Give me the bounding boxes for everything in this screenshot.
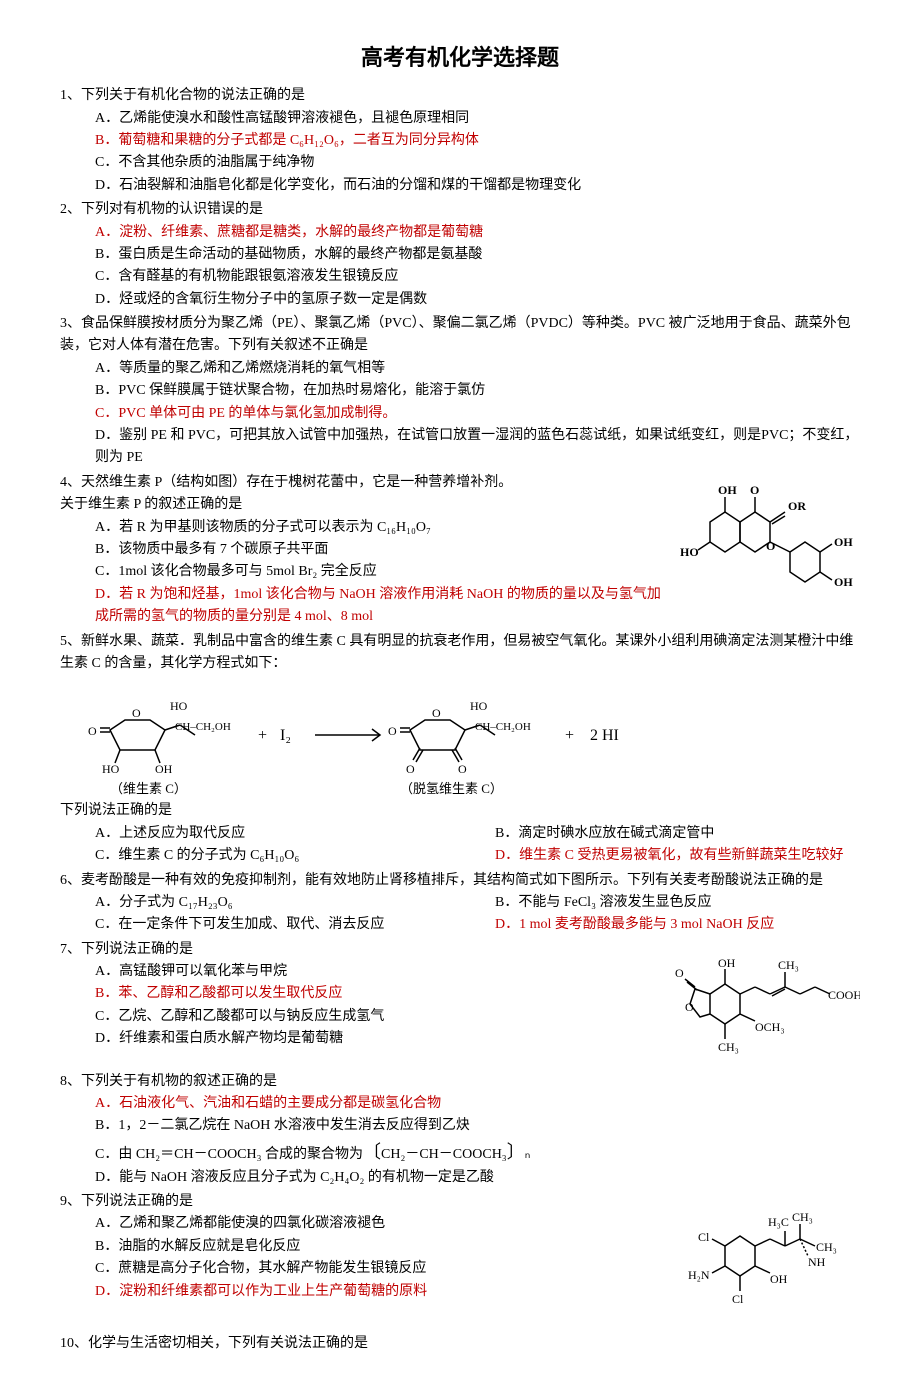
- svg-text:NH: NH: [808, 1255, 826, 1269]
- svg-text:H₃C: H₃C: [768, 1215, 789, 1229]
- svg-text:HO: HO: [680, 545, 699, 559]
- vitc-label: （维生素 C）: [110, 781, 187, 795]
- svg-text:HO: HO: [470, 699, 488, 713]
- q8-option-b: B．1，2－二氯乙烷在 NaOH 水溶液中发生消去反应得到乙炔: [60, 1115, 860, 1137]
- q8-option-d: D．能与 NaOH 溶液反应且分子式为 C₂H₄O₂ 的有机物一定是乙酸: [60, 1167, 860, 1189]
- svg-text:2 HI: 2 HI: [590, 727, 619, 744]
- svg-text:OH: OH: [718, 483, 737, 497]
- question-4: OH O OR HO O OH OH 4、天然维生素 P（结构如图）存在于槐树花…: [60, 472, 860, 629]
- compound-structure: Cl H₂N Cl OH H₃C CH₃ CH₃ NH: [680, 1191, 860, 1331]
- q5-sub: 下列说法正确的是: [60, 800, 860, 822]
- q5-stem: 5、新鲜水果、蔬菜．乳制品中富含的维生素 C 具有明显的抗衰老作用，但易被空气氧…: [60, 631, 860, 676]
- q3-stem: 3、食品保鲜膜按材质分为聚乙烯（PE）、聚氯乙烯（PVC）、聚偏二氯乙烯（PVD…: [60, 313, 860, 358]
- svg-text:CH₃: CH₃: [792, 1210, 813, 1224]
- svg-text:+: +: [565, 727, 574, 744]
- q2-option-a: A．淀粉、纤维素、蔗糖都是糖类，水解的最终产物都是葡萄糖: [60, 222, 860, 244]
- svg-text:CH₃: CH₃: [718, 1040, 739, 1054]
- svg-text:OH: OH: [834, 575, 853, 589]
- q5-option-d: D．维生素 C 受热更易被氧化，故有些新鲜蔬菜生吃较好: [460, 845, 860, 867]
- q10-stem: 10、化学与生活密切相关，下列有关说法正确的是: [60, 1333, 860, 1355]
- q1-option-a: A．乙烯能使溴水和酸性高锰酸钾溶液褪色，且褪色原理相同: [60, 108, 860, 130]
- svg-text:CH₃: CH₃: [778, 958, 799, 972]
- page-title: 高考有机化学选择题: [60, 40, 860, 75]
- svg-text:OH: OH: [718, 956, 736, 970]
- q8-option-c: C．由 CH₂＝CH－COOCH₃ 合成的聚合物为〔CH₂－CH－COOCH₃〕…: [60, 1138, 860, 1167]
- q2-option-d: D．烃或烃的含氧衍生物分子中的氢原子数一定是偶数: [60, 289, 860, 311]
- q1-stem: 1、下列关于有机化合物的说法正确的是: [60, 85, 860, 107]
- svg-text:O: O: [406, 762, 415, 776]
- q8-stem: 8、下列关于有机物的叙述正确的是: [60, 1071, 860, 1093]
- q5-option-c: C．维生素 C 的分子式为 C₆H₁₀O₆: [60, 845, 460, 867]
- svg-text:O: O: [675, 966, 684, 980]
- svg-text:O: O: [88, 724, 97, 738]
- svg-text:O: O: [685, 1000, 694, 1014]
- q3-option-b: B．PVC 保鲜膜属于链状聚合物，在加热时易熔化，能溶于氯仿: [60, 380, 860, 402]
- svg-text:CH–CH₂OH: CH–CH₂OH: [475, 721, 531, 733]
- svg-text:Cl: Cl: [698, 1230, 710, 1244]
- q1-option-c: C．不含其他杂质的油脂属于纯净物: [60, 152, 860, 174]
- q6-option-d: D．1 mol 麦考酚酸最多能与 3 mol NaOH 反应: [460, 914, 860, 936]
- q3-option-c: C．PVC 单体可由 PE 的单体与氯化氢加成制得。: [60, 403, 860, 425]
- question-10: 10、化学与生活密切相关，下列有关说法正确的是: [60, 1333, 860, 1355]
- q5-option-b: B．滴定时碘水应放在碱式滴定管中: [460, 823, 860, 845]
- svg-text:+: +: [258, 727, 267, 744]
- question-3: 3、食品保鲜膜按材质分为聚乙烯（PE）、聚氯乙烯（PVC）、聚偏二氯乙烯（PVD…: [60, 313, 860, 470]
- mycophenolic-acid-structure: O O OH CH₃ COOH OCH₃ CH₃: [670, 939, 860, 1069]
- question-1: 1、下列关于有机化合物的说法正确的是 A．乙烯能使溴水和酸性高锰酸钾溶液褪色，且…: [60, 85, 860, 197]
- q2-option-b: B．蛋白质是生命活动的基础物质，水解的最终产物都是氨基酸: [60, 244, 860, 266]
- vitamin-p-structure: OH O OR HO O OH OH: [680, 472, 860, 592]
- svg-text:OCH₃: OCH₃: [755, 1020, 785, 1034]
- q6-option-a: A．分子式为 C₁₇H₂₃O₆: [60, 892, 460, 914]
- q2-stem: 2、下列对有机物的认识错误的是: [60, 199, 860, 221]
- svg-text:OR: OR: [788, 499, 806, 513]
- q8-option-a: A．石油液化气、汽油和石蜡的主要成分都是碳氢化合物: [60, 1093, 860, 1115]
- svg-text:OH: OH: [155, 762, 173, 776]
- q6-option-b: B．不能与 FeCl₃ 溶液发生显色反应: [460, 892, 860, 914]
- question-6: 6、麦考酚酸是一种有效的免疫抑制剂，能有效地防止肾移植排斥，其结构简式如下图所示…: [60, 870, 860, 937]
- svg-text:OH: OH: [834, 535, 853, 549]
- reaction-equation: O O HO CH–CH₂OH HO OH （维生素 C） + I₂ O O: [60, 675, 860, 800]
- svg-text:COOH: COOH: [828, 988, 860, 1002]
- q3-option-a: A．等质量的聚乙烯和乙烯燃烧消耗的氧气相等: [60, 358, 860, 380]
- svg-text:O: O: [750, 483, 759, 497]
- svg-text:HO: HO: [102, 762, 120, 776]
- q2-option-c: C．含有醛基的有机物能跟银氨溶液发生银镜反应: [60, 266, 860, 288]
- question-7: O O OH CH₃ COOH OCH₃ CH₃ 7、下列说法正确的是 A．高锰…: [60, 939, 860, 1069]
- question-5: 5、新鲜水果、蔬菜．乳制品中富含的维生素 C 具有明显的抗衰老作用，但易被空气氧…: [60, 631, 860, 868]
- svg-text:O: O: [458, 762, 467, 776]
- q6-option-c: C．在一定条件下可发生加成、取代、消去反应: [60, 914, 460, 936]
- question-9: Cl H₂N Cl OH H₃C CH₃ CH₃ NH 9、下列说法正确的是 A…: [60, 1191, 860, 1331]
- q1-option-d: D．石油裂解和油脂皂化都是化学变化，而石油的分馏和煤的干馏都是物理变化: [60, 175, 860, 197]
- svg-text:CH–CH₂OH: CH–CH₂OH: [175, 721, 231, 733]
- svg-text:Cl: Cl: [732, 1292, 744, 1306]
- svg-text:OH: OH: [770, 1272, 788, 1286]
- svg-text:O: O: [388, 724, 397, 738]
- svg-text:O: O: [432, 706, 441, 720]
- q3-option-d: D．鉴别 PE 和 PVC，可把其放入试管中加强热，在试管口放置一湿润的蓝色石蕊…: [60, 425, 860, 470]
- q1-option-b: B．葡萄糖和果糖的分子式都是 C₆H₁₂O₆，二者互为同分异构体: [60, 130, 860, 152]
- svg-text:O: O: [766, 539, 775, 553]
- question-8: 8、下列关于有机物的叙述正确的是 A．石油液化气、汽油和石蜡的主要成分都是碳氢化…: [60, 1071, 860, 1189]
- svg-text:CH₃: CH₃: [816, 1240, 837, 1254]
- svg-text:I₂: I₂: [280, 727, 291, 744]
- q5-option-a: A．上述反应为取代反应: [60, 823, 460, 845]
- question-2: 2、下列对有机物的认识错误的是 A．淀粉、纤维素、蔗糖都是糖类，水解的最终产物都…: [60, 199, 860, 311]
- dehydro-vitc-label: （脱氢维生素 C）: [400, 781, 503, 795]
- svg-text:O: O: [132, 706, 141, 720]
- svg-text:H₂N: H₂N: [688, 1268, 710, 1282]
- q6-stem: 6、麦考酚酸是一种有效的免疫抑制剂，能有效地防止肾移植排斥，其结构简式如下图所示…: [60, 870, 860, 892]
- svg-text:HO: HO: [170, 699, 188, 713]
